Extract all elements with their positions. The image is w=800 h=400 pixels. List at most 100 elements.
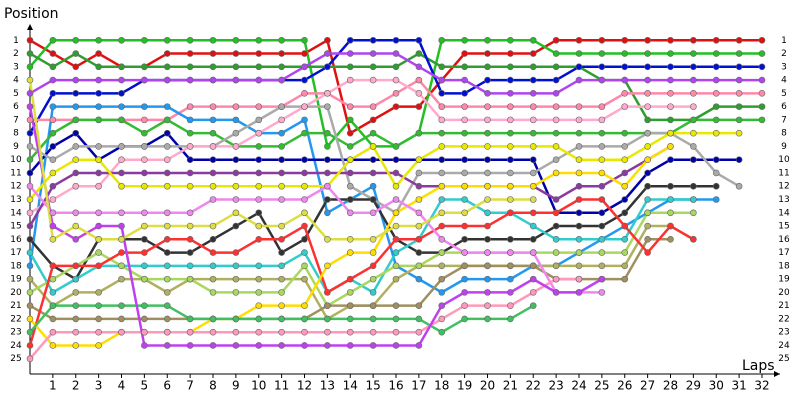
lap-marker [209, 36, 217, 44]
lap-marker [598, 129, 606, 137]
lap-marker [72, 222, 80, 230]
lap-marker [141, 76, 148, 84]
y-tick-label: 4 [13, 76, 19, 86]
lap-marker [72, 129, 80, 137]
lap-marker [186, 275, 194, 283]
lap-marker [141, 143, 148, 150]
lap-marker [324, 196, 331, 203]
x-tick-label: 18 [434, 379, 449, 393]
lap-marker [346, 196, 354, 203]
lap-marker [529, 63, 537, 71]
lap-marker [712, 63, 720, 71]
y-tick-label: 5 [13, 89, 19, 99]
lap-marker [26, 275, 34, 283]
lap-marker [72, 315, 80, 323]
y-tick-label: 2 [13, 49, 19, 59]
lap-marker [392, 196, 400, 203]
lap-marker [49, 209, 57, 217]
lap-marker [72, 262, 80, 270]
lap-marker [346, 275, 354, 283]
lap-marker [72, 236, 80, 243]
lap-marker [438, 76, 446, 84]
lap-marker [26, 342, 34, 349]
y-tick-label-right: 10 [778, 155, 790, 165]
x-tick-label: 8 [209, 379, 217, 393]
lap-marker [301, 36, 308, 44]
lap-marker [735, 50, 743, 57]
lap-marker [438, 222, 446, 230]
x-tick-label: 16 [388, 379, 403, 393]
lap-marker [278, 262, 285, 270]
y-tick-label: 13 [10, 195, 21, 205]
lap-marker [209, 196, 217, 203]
y-tick-label: 10 [10, 155, 22, 165]
lap-marker [72, 342, 80, 349]
y-tick-label: 6 [13, 102, 19, 112]
lap-marker [95, 182, 102, 190]
lap-marker [461, 262, 468, 270]
lap-marker [438, 143, 446, 150]
lap-marker [369, 302, 377, 309]
lap-marker [507, 275, 514, 283]
x-axis-label: Laps [742, 358, 775, 374]
lap-marker [324, 143, 331, 150]
lap-marker [484, 129, 491, 137]
lap-marker [644, 143, 651, 150]
lap-marker [552, 169, 560, 177]
x-tick-label: 5 [141, 379, 149, 393]
lap-marker [484, 196, 491, 203]
lap-marker [644, 63, 651, 71]
lap-marker [118, 275, 125, 283]
lap-marker [209, 249, 217, 256]
y-tick-label-right: 15 [778, 222, 789, 232]
lap-marker [26, 76, 34, 84]
lap-marker [255, 116, 263, 124]
lap-marker [141, 222, 148, 230]
lap-marker [95, 315, 102, 323]
lap-marker [232, 209, 240, 217]
lap-marker [26, 169, 34, 177]
lap-marker [644, 196, 651, 203]
lap-marker [255, 50, 263, 57]
lap-marker [186, 209, 194, 217]
lap-marker [141, 36, 148, 44]
lap-marker [415, 275, 423, 283]
lap-marker [575, 196, 583, 203]
lap-marker [484, 236, 491, 243]
y-tick-label-right: 21 [778, 301, 789, 311]
lap-marker [667, 196, 674, 203]
lap-marker [552, 275, 560, 283]
lap-marker [118, 156, 125, 163]
lap-marker [232, 129, 240, 137]
lap-marker [369, 116, 377, 124]
lap-marker [232, 116, 240, 124]
series-line [29, 131, 740, 215]
lap-marker [209, 275, 217, 283]
lap-marker [95, 249, 102, 256]
lap-marker [575, 156, 583, 163]
lap-marker [392, 302, 400, 309]
x-tick-label: 28 [663, 379, 678, 393]
lap-marker [552, 289, 560, 296]
lap-marker [690, 63, 697, 71]
lap-marker [255, 36, 263, 44]
lap-marker [507, 315, 514, 323]
lap-marker [163, 342, 171, 349]
lap-marker [232, 342, 240, 349]
y-tick-label-right: 13 [778, 195, 789, 205]
lap-marker [95, 103, 102, 110]
lap-marker [72, 169, 80, 177]
lap-marker [507, 116, 514, 124]
lap-marker [644, 36, 651, 44]
y-tick-label: 19 [10, 275, 22, 285]
series-line [28, 198, 694, 346]
lap-marker [484, 103, 491, 110]
lap-marker [690, 90, 697, 97]
lap-marker [26, 50, 34, 57]
lap-marker [438, 302, 446, 309]
lap-marker [598, 36, 606, 44]
lap-marker [415, 328, 423, 336]
lap-marker [232, 36, 240, 44]
series-line [30, 78, 762, 122]
x-tick-label: 26 [617, 379, 632, 393]
